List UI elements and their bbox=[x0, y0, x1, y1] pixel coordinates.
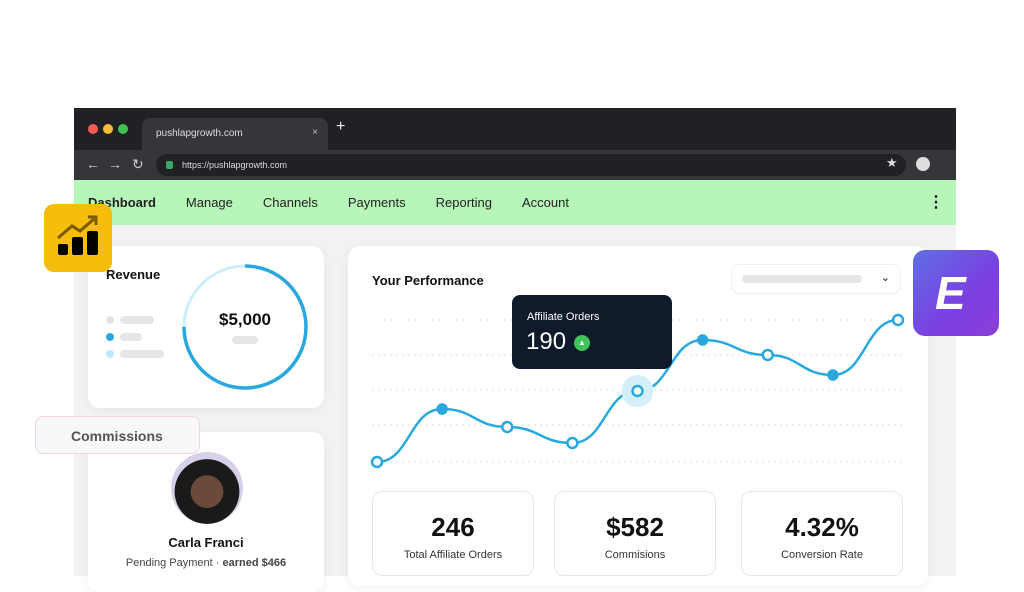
legend-placeholder bbox=[120, 316, 154, 324]
legend-placeholder bbox=[120, 350, 164, 358]
affiliate-avatar bbox=[171, 452, 243, 524]
tooltip-label: Affiliate Orders bbox=[527, 311, 600, 323]
legend-dot bbox=[106, 316, 114, 324]
menu-reporting[interactable]: Reporting bbox=[435, 195, 493, 210]
revenue-card: Revenue $5,000 bbox=[88, 246, 324, 408]
payment-status: Pending Payment bbox=[125, 557, 213, 569]
stat-label: Conversion Rate bbox=[781, 549, 863, 561]
url-text: https://pushlapgrowth.com bbox=[182, 160, 288, 170]
trend-up-icon: ▲ bbox=[574, 335, 590, 351]
browser-tab[interactable]: pushlapgrowth.com × bbox=[142, 118, 328, 150]
bar-chart-trend-icon bbox=[57, 215, 98, 255]
tooltip-value: 190 bbox=[526, 328, 567, 355]
commissions-label-chip: Commissions bbox=[35, 416, 200, 454]
stat-card-conversion: 4.32% Conversion Rate bbox=[741, 491, 903, 576]
growth-chart-app-icon bbox=[44, 204, 112, 272]
new-tab-button[interactable]: + bbox=[336, 118, 346, 135]
chart-tooltip: Affiliate Orders 190 ▲ bbox=[512, 295, 672, 369]
pushlap-logo: E bbox=[913, 250, 999, 336]
close-window-button[interactable] bbox=[88, 124, 98, 134]
legend-dot bbox=[106, 333, 114, 341]
chevron-down-icon: ⌄ bbox=[880, 272, 890, 284]
earned-amount: earned $466 bbox=[222, 557, 287, 569]
legend-dot bbox=[106, 350, 114, 358]
performance-title: Your Performance bbox=[372, 273, 484, 288]
menu-channels[interactable]: Channels bbox=[262, 195, 318, 210]
more-options-icon[interactable]: ⋮ bbox=[928, 194, 944, 211]
stat-card-orders: 246 Total Affiliate Orders bbox=[372, 491, 534, 576]
data-point[interactable] bbox=[370, 455, 384, 469]
stat-value: 246 bbox=[431, 512, 475, 542]
stat-label: Commisions bbox=[604, 549, 666, 561]
minimize-window-button[interactable] bbox=[103, 124, 113, 134]
menu-account[interactable]: Account bbox=[522, 195, 569, 210]
tab-title: pushlapgrowth.com bbox=[156, 128, 243, 139]
data-point[interactable] bbox=[696, 334, 709, 346]
data-point[interactable] bbox=[891, 313, 905, 327]
address-bar-row: ← → ↻ https://pushlapgrowth.com ★ bbox=[74, 150, 956, 180]
commission-card: Carla Franci Pending Payment · earned $4… bbox=[88, 432, 324, 592]
menu-manage[interactable]: Manage bbox=[185, 195, 233, 210]
back-icon[interactable]: ← bbox=[86, 156, 100, 172]
data-point[interactable] bbox=[566, 436, 579, 450]
menu-payments[interactable]: Payments bbox=[347, 195, 406, 210]
dropdown-placeholder bbox=[742, 275, 862, 283]
stat-value: $582 bbox=[606, 512, 664, 542]
forward-icon[interactable]: → bbox=[108, 156, 122, 172]
data-point[interactable] bbox=[827, 369, 839, 381]
revenue-title: Revenue bbox=[106, 267, 161, 282]
revenue-amount: $5,000 bbox=[219, 310, 271, 329]
top-menu: Dashboard Manage Channels Payments Repor… bbox=[74, 180, 956, 225]
stat-label: Total Affiliate Orders bbox=[403, 549, 503, 561]
url-input[interactable]: https://pushlapgrowth.com bbox=[156, 154, 906, 176]
tab-bar: pushlapgrowth.com × + bbox=[74, 108, 956, 150]
close-tab-icon[interactable]: × bbox=[312, 127, 318, 138]
data-point[interactable] bbox=[761, 348, 774, 362]
data-point[interactable] bbox=[501, 420, 514, 434]
maximize-window-button[interactable] bbox=[118, 124, 128, 134]
data-point[interactable] bbox=[436, 403, 448, 415]
profile-avatar[interactable] bbox=[916, 157, 930, 171]
bookmark-star-icon[interactable]: ★ bbox=[886, 155, 898, 170]
affiliate-name: Carla Franci bbox=[168, 535, 244, 550]
pushlap-logo-glyph: E bbox=[935, 267, 966, 319]
stat-value: 4.32% bbox=[785, 512, 859, 542]
revenue-donut bbox=[182, 264, 308, 390]
period-dropdown[interactable]: ⌄ bbox=[731, 264, 901, 294]
reload-icon[interactable]: ↻ bbox=[132, 156, 144, 172]
amount-subtitle-placeholder bbox=[232, 336, 258, 344]
data-point[interactable] bbox=[631, 384, 644, 398]
lock-icon bbox=[166, 161, 173, 169]
legend-placeholder bbox=[120, 333, 142, 341]
stat-card-commissions: $582 Commisions bbox=[554, 491, 716, 576]
